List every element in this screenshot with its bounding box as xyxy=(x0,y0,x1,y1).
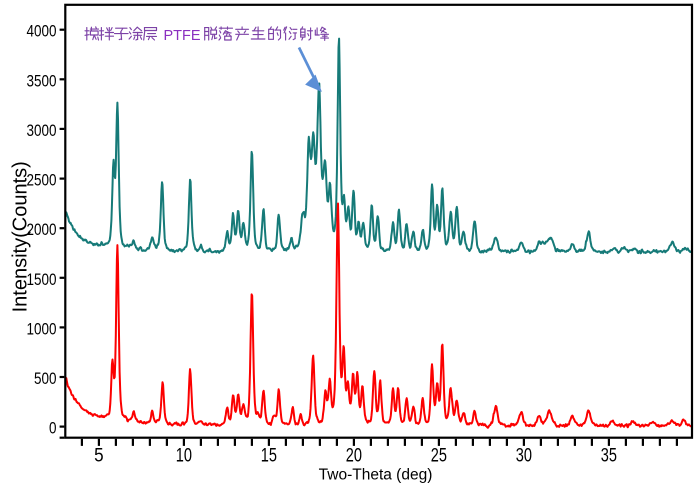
svg-text:3000: 3000 xyxy=(27,121,57,140)
svg-text:Intensity(Counts): Intensity(Counts) xyxy=(10,161,32,312)
svg-text:1000: 1000 xyxy=(27,319,57,338)
svg-text:30: 30 xyxy=(516,445,532,466)
svg-text:4000: 4000 xyxy=(27,22,57,41)
svg-text:25: 25 xyxy=(431,445,447,466)
svg-text:1500: 1500 xyxy=(27,270,57,289)
svg-text:Two-Theta (deg): Two-Theta (deg) xyxy=(319,467,433,484)
svg-text:3500: 3500 xyxy=(27,71,57,90)
svg-text:15: 15 xyxy=(261,445,277,466)
svg-text:2500: 2500 xyxy=(27,171,57,190)
svg-text:PTFE: PTFE xyxy=(164,28,201,44)
svg-text:0: 0 xyxy=(49,419,57,438)
svg-text:20: 20 xyxy=(346,445,362,466)
svg-text:5: 5 xyxy=(94,445,104,466)
svg-text:2000: 2000 xyxy=(27,220,57,239)
svg-text:35: 35 xyxy=(601,445,617,466)
svg-text:10: 10 xyxy=(176,445,192,466)
svg-text:500: 500 xyxy=(34,369,57,388)
